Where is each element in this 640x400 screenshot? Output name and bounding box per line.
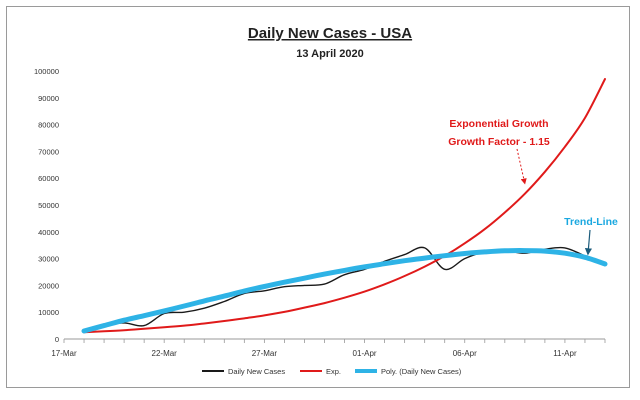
annotation-exponential-line2: Growth Factor - 1.15 bbox=[448, 136, 550, 148]
legend: Daily New Cases Exp. Poly. (Daily New Case… bbox=[202, 367, 462, 376]
legend-label: Daily New Cases bbox=[228, 367, 285, 376]
y-tick-label: 0 bbox=[55, 335, 59, 344]
annotation-exponential-arrow bbox=[516, 148, 527, 185]
annotation-exponential: Exponential Growth Growth Factor - 1.15 bbox=[448, 118, 550, 185]
y-tick-label: 50000 bbox=[38, 201, 59, 210]
x-tick-label: 06-Apr bbox=[453, 349, 477, 358]
x-tick-label: 22-Mar bbox=[152, 349, 178, 358]
y-axis-ticks: 0 10000 20000 30000 40000 50000 60000 70000 8000… bbox=[34, 67, 59, 344]
y-tick-label: 60000 bbox=[38, 174, 59, 183]
legend-label: Poly. (Daily New Cases) bbox=[381, 367, 462, 376]
legend-label: Exp. bbox=[326, 367, 341, 376]
series-poly-trend-line bbox=[81, 248, 608, 334]
annotation-exponential-line1: Exponential Growth bbox=[449, 118, 548, 130]
y-tick-label: 90000 bbox=[38, 94, 59, 103]
chart-title: Daily New Cases - USA bbox=[248, 25, 412, 42]
series-layer bbox=[81, 78, 608, 334]
y-tick-label: 30000 bbox=[38, 255, 59, 264]
annotation-trend-line: Trend-Line bbox=[564, 216, 618, 256]
chart-frame: Daily New Cases - USA 13 April 2020 0 100… bbox=[6, 6, 630, 388]
y-tick-label: 40000 bbox=[38, 228, 59, 237]
x-tick-label: 17-Mar bbox=[51, 349, 77, 358]
y-tick-label: 80000 bbox=[38, 121, 59, 130]
series-exp-line bbox=[83, 78, 606, 334]
x-axis-ticks: 17-Mar 22-Mar 27-Mar 01-Apr 06-Apr 11-Apr bbox=[51, 339, 606, 358]
annotation-trend-line-label: Trend-Line bbox=[564, 216, 618, 228]
x-tick-label: 11-Apr bbox=[553, 349, 577, 358]
x-tick-label: 01-Apr bbox=[353, 349, 377, 358]
y-tick-label: 70000 bbox=[38, 147, 59, 156]
y-tick-label: 100000 bbox=[34, 67, 59, 76]
y-tick-label: 10000 bbox=[38, 308, 59, 317]
annotation-trend-line-arrow bbox=[584, 229, 593, 256]
x-tick-label: 27-Mar bbox=[252, 349, 278, 358]
chart-subtitle: 13 April 2020 bbox=[296, 48, 363, 60]
y-tick-label: 20000 bbox=[38, 281, 59, 290]
chart: Daily New Cases - USA 13 April 2020 0 100… bbox=[34, 25, 618, 376]
series-daily-new-cases-line bbox=[83, 246, 606, 332]
